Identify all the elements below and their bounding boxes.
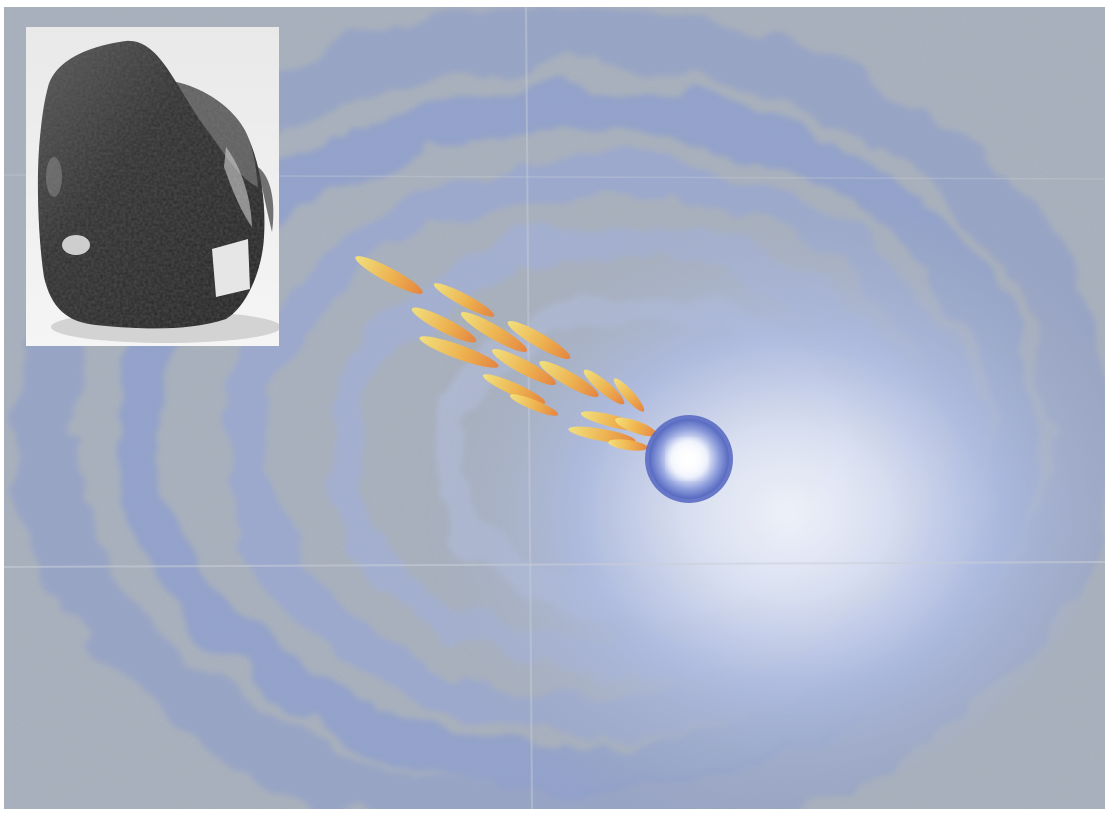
comet-head <box>645 415 733 503</box>
comet-tail <box>355 256 657 451</box>
meteorite-rock-image <box>26 27 279 346</box>
specimen-label <box>212 239 250 297</box>
meteorite-inset-photo <box>26 27 279 346</box>
paper-fold-horizontal <box>4 561 1105 568</box>
watercolor-painting <box>4 7 1105 809</box>
